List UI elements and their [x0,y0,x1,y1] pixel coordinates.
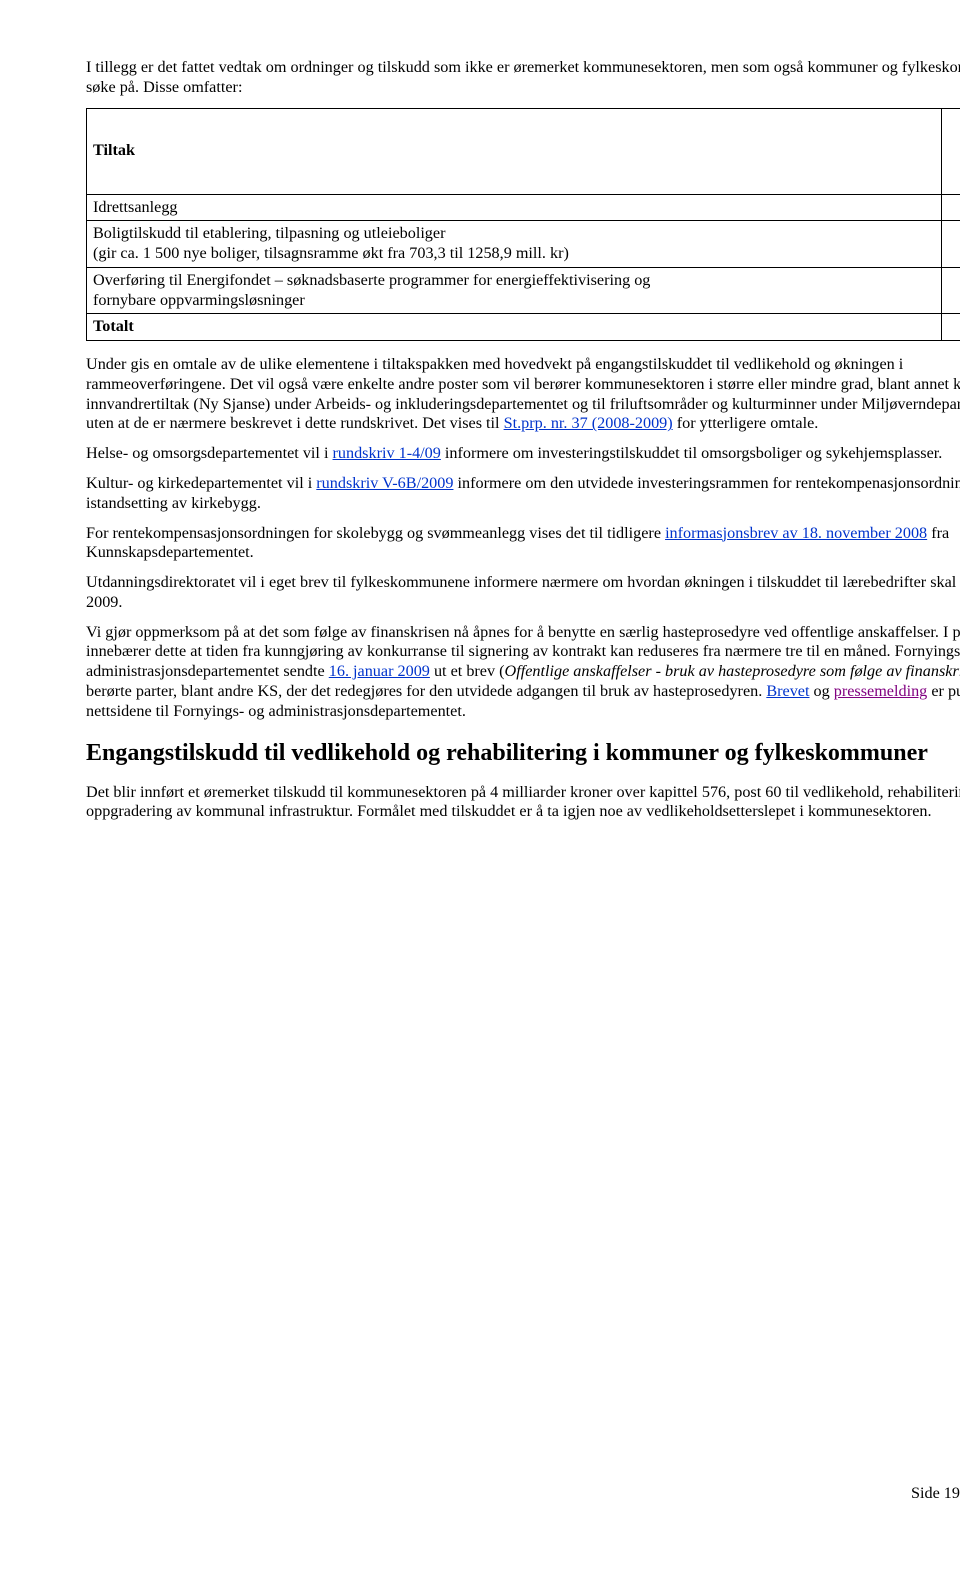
table-header-row: Tiltak Bevilgni ng (mill. kr) [87,108,960,194]
row-label: Idrettsanlegg [87,194,942,221]
para-under-table: Under gis en omtale av de ulike elemente… [86,355,960,434]
intro-paragraph: I tillegg er det fattet vedtak om ordnin… [86,58,960,98]
para-kultur: Kultur- og kirkedepartementet vil i rund… [86,474,960,514]
link-infobrev[interactable]: informasjonsbrev av 18. november 2008 [665,524,927,542]
hdr-value: Bevilgni ng (mill. kr) [941,108,960,194]
link-16jan[interactable]: 16. januar 2009 [329,662,430,680]
table-row: Boligtilskudd til etablering, tilpasning… [87,221,960,268]
total-label: Totalt [87,314,942,341]
italic-brev-title: Offentlige anskaffelser - bruk av hastep… [505,662,960,680]
total-value: 1 690 [941,314,960,341]
para-finanskrisen: Vi gjør oppmerksom på at det som følge a… [86,623,960,722]
text-span: for ytterligere omtale. [673,414,819,432]
text-span: For rentekompensasjonsordningen for skol… [86,524,665,542]
row-label-line: Overføring til Energifondet – søknadsbas… [93,271,650,289]
text-span: informere om investeringstilskuddet til … [441,444,942,462]
page-number: Side 19 [911,1484,960,1504]
para-last: Det blir innført et øremerket tilskudd t… [86,783,960,823]
table-row: Idrettsanlegg 250 [87,194,960,221]
text-span: og [809,682,833,700]
row-value: 250 [941,194,960,221]
text-span: ut et brev ( [430,662,505,680]
para-rente: For rentekompensasjonsordningen for skol… [86,524,960,564]
para-utdanning: Utdanningsdirektoratet vil i eget brev t… [86,573,960,613]
link-rundskriv-1-4-09[interactable]: rundskriv 1-4/09 [333,444,441,462]
row-label-line: Boligtilskudd til etablering, tilpasning… [93,224,445,242]
link-rundskriv-v6b[interactable]: rundskriv V-6B/2009 [316,474,453,492]
text-span: Kultur- og kirkedepartementet vil i [86,474,316,492]
row-value: 1 190 [941,267,960,314]
tiltak-table: Tiltak Bevilgni ng (mill. kr) Idrettsanl… [86,108,960,342]
link-brevet[interactable]: Brevet [766,682,809,700]
hdr-label: Tiltak [87,108,942,194]
table-row: Overføring til Energifondet – søknadsbas… [87,267,960,314]
para-helse: Helse- og omsorgsdepartementet vil i run… [86,444,960,464]
table-total-row: Totalt 1 690 [87,314,960,341]
row-label: Overføring til Energifondet – søknadsbas… [87,267,942,314]
link-pressemelding[interactable]: pressemelding [834,682,928,700]
text-span: Helse- og omsorgsdepartementet vil i [86,444,333,462]
row-label-line: fornybare oppvarmingsløsninger [93,291,305,309]
row-label: Boligtilskudd til etablering, tilpasning… [87,221,942,268]
row-value: 250 [941,221,960,268]
row-label-line: (gir ca. 1 500 nye boliger, tilsagnsramm… [93,244,569,262]
section-heading: Engangstilskudd til vedlikehold og rehab… [86,739,960,768]
link-stprp[interactable]: St.prp. nr. 37 (2008-2009) [504,414,673,432]
